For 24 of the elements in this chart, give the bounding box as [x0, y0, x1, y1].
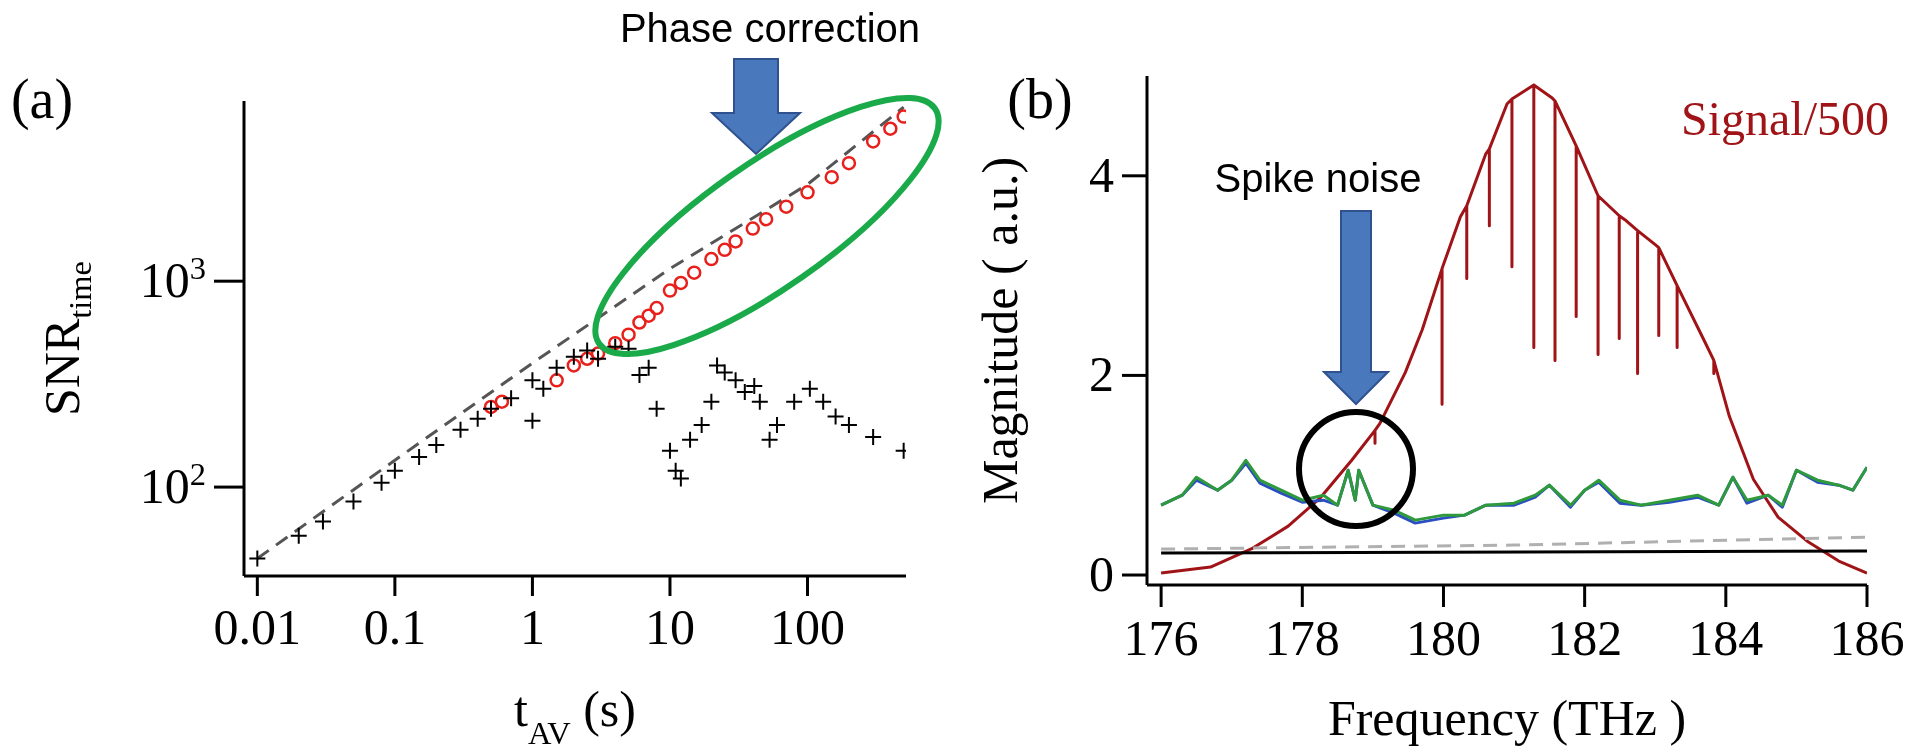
- y-tick-label: 10$^{3}$: [139, 250, 206, 309]
- x-tick-label: 176: [1123, 609, 1199, 666]
- text: Phase correction: [619, 6, 921, 50]
- annotation: Spike noise: [1214, 156, 1422, 200]
- x-tick-label: 180: [1405, 609, 1481, 666]
- y-axis-title: Magnitude ( a.u.): [972, 156, 1028, 505]
- x-tick-label: 100: [770, 598, 846, 655]
- x-tick-label: 0.1: [363, 598, 427, 655]
- y-tick-label: 2: [1089, 346, 1114, 403]
- x-axis-title: t$_{AV}$ (s): [514, 681, 636, 751]
- x-tick-label: 178: [1264, 609, 1340, 666]
- x-tick-label: 10: [644, 598, 695, 655]
- text: (b): [1007, 68, 1073, 131]
- series-label: Signal/500: [1680, 92, 1890, 145]
- x-tick-label: 182: [1547, 609, 1623, 666]
- x-tick-label: 0.01: [213, 598, 302, 655]
- y-tick-label: 0: [1089, 546, 1114, 603]
- x-tick-label: 1: [519, 598, 545, 655]
- x-tick-label: 186: [1829, 609, 1905, 666]
- x-axis-title: Frequency (THz ): [1327, 690, 1687, 746]
- x-tick-label: 184: [1688, 609, 1764, 666]
- y-tick-label: 10$^{2}$: [139, 456, 206, 515]
- text: (a): [10, 68, 74, 131]
- y-tick-label: 4: [1089, 146, 1114, 203]
